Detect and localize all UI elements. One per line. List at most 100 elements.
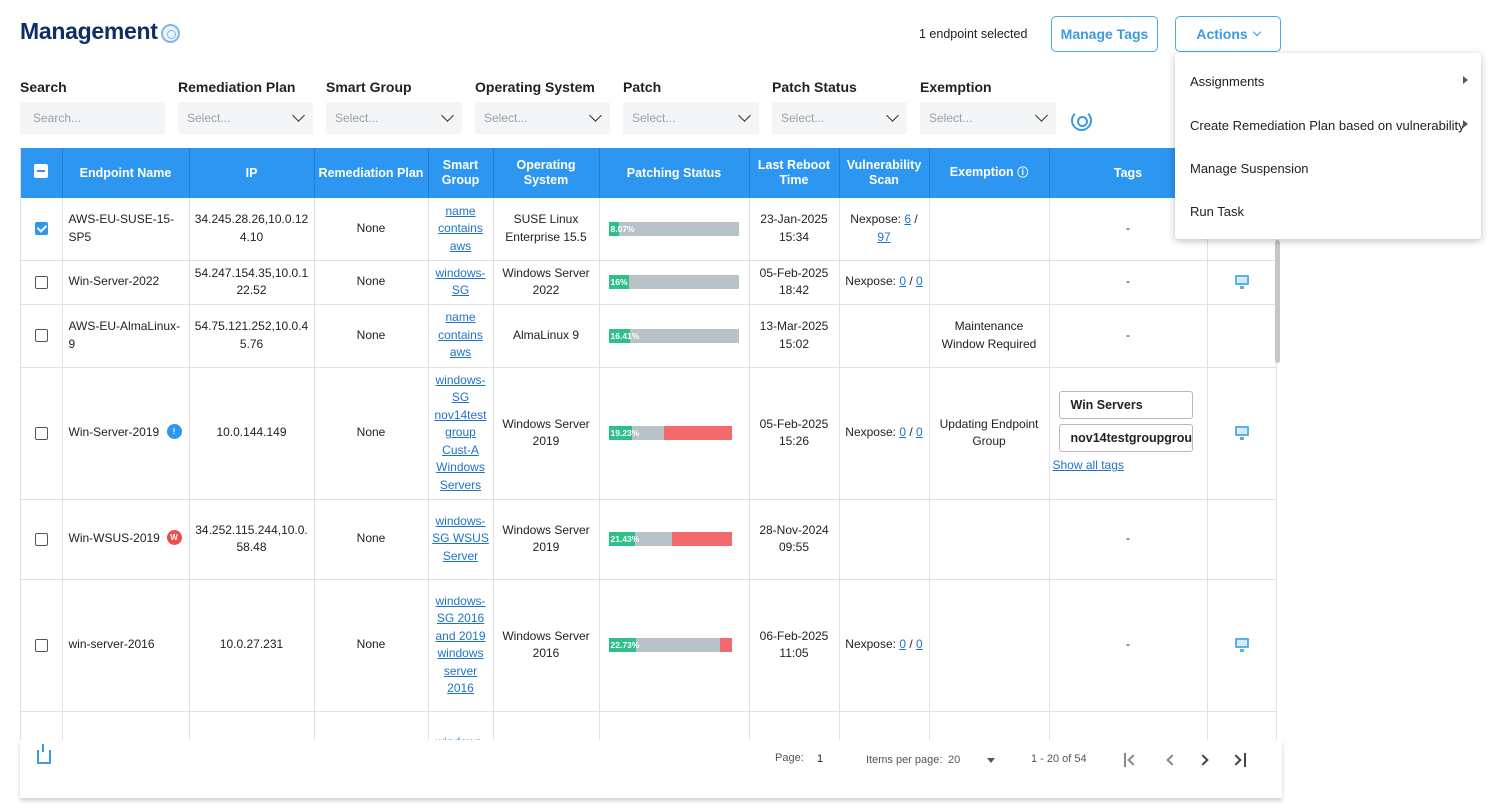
column-header[interactable]: IP (189, 148, 315, 198)
endpoint-name-cell: Wwin-demo- (62, 711, 190, 740)
ip-value: 10.0.144.149 (216, 425, 287, 440)
endpoint-name[interactable]: Win-WSUS-2019 (68, 531, 160, 546)
items-per-page-select[interactable]: 20 (948, 754, 961, 766)
row-select-cell[interactable] (21, 198, 63, 261)
smart-group-link[interactable]: name contains aws (438, 310, 483, 360)
refresh-icon[interactable] (1071, 110, 1092, 131)
endpoint-name[interactable]: AWS-EU-SUSE-15-SP5 (68, 212, 175, 244)
help-icon[interactable] (161, 24, 180, 43)
endpoint-name[interactable]: Win-Server-2022 (68, 274, 160, 289)
caret-down-icon[interactable] (987, 758, 995, 763)
column-header[interactable]: Vulnerability Scan (839, 148, 930, 198)
smart-group-select[interactable]: Select... (326, 102, 462, 134)
menu-item-manage-suspension[interactable]: Manage Suspension (1190, 161, 1309, 176)
scan-total-link[interactable]: 97 (877, 229, 891, 244)
show-all-tags-link[interactable]: Show all tags (1052, 458, 1124, 473)
next-page-icon[interactable] (1197, 752, 1213, 768)
row-action-cell (1207, 367, 1277, 500)
patching-progress-bar: 19.23% (608, 426, 732, 440)
row-select-cell[interactable] (21, 304, 63, 368)
column-header[interactable]: Operating System (493, 148, 600, 198)
exemption-select[interactable]: Select... (920, 102, 1056, 134)
column-header[interactable]: Endpoint Name (62, 148, 190, 198)
row-select-cell[interactable] (21, 499, 63, 580)
patching-status-cell (599, 711, 750, 740)
table-row[interactable]: win-server-2016 10.0.27.231 None windows-SG… (21, 579, 1277, 712)
reboot-cell: 23-Jan-2025 15:34 (749, 198, 840, 261)
table-row[interactable]: Win-Server-2022 54.247.154.35,10.0.122.52… (21, 260, 1277, 305)
row-select-cell[interactable] (21, 711, 63, 740)
plan-cell (314, 711, 429, 740)
actions-button[interactable]: Actions (1175, 16, 1281, 52)
monitor-icon[interactable] (1234, 426, 1249, 441)
os-cell: Windows Server 2019 (493, 499, 600, 580)
scan-total-link[interactable]: 0 (916, 637, 923, 652)
tags-cell: - (1049, 304, 1208, 368)
row-checkbox[interactable] (34, 532, 48, 546)
endpoint-name[interactable]: win-server-2016 (68, 637, 155, 652)
column-header[interactable]: Exemption ⓘ (929, 148, 1050, 198)
row-checkbox[interactable] (34, 222, 48, 236)
vulnerability-scan-cell: Nexpose: 0 / 0 (839, 260, 930, 305)
table-scrollbar[interactable] (1275, 240, 1280, 363)
row-checkbox[interactable] (34, 638, 48, 652)
scan-total-link[interactable]: 0 (916, 425, 923, 440)
smart-group-link[interactable]: windows-SG (435, 735, 485, 741)
smart-group-link[interactable]: name contains aws (438, 203, 483, 253)
exemption-cell (929, 499, 1050, 580)
page-title: Management (20, 18, 158, 44)
tag-chip[interactable]: nov14testgroupgroup (1058, 424, 1193, 453)
table-row[interactable]: ! Win-Server-2019 10.0.144.149 None windows-… (21, 367, 1277, 500)
chevron-right-icon (1463, 120, 1468, 128)
select-all-checkbox[interactable] (34, 164, 49, 178)
scan-found-link[interactable]: 0 (899, 637, 907, 652)
row-checkbox[interactable] (34, 275, 48, 289)
row-checkbox[interactable] (34, 329, 48, 343)
page-input[interactable]: 1 (817, 753, 824, 765)
operating-system-select[interactable]: Select... (475, 102, 610, 134)
column-header[interactable]: Smart Group (428, 148, 494, 198)
scan-label: Nexpose: (845, 425, 896, 440)
patch-status-select[interactable]: Select... (772, 102, 907, 134)
patch-select[interactable]: Select... (623, 102, 759, 134)
endpoint-name[interactable]: AWS-EU-AlmaLinux-9 (68, 319, 181, 351)
table-row[interactable]: AWS-EU-AlmaLinux-9 54.75.121.252,10.0.45.… (21, 304, 1277, 368)
manage-tags-button[interactable]: Manage Tags (1051, 16, 1158, 52)
search-input[interactable] (20, 102, 165, 134)
last-page-icon[interactable] (1230, 752, 1247, 768)
smart-group-link[interactable]: windows-SG 2016 and 2019 windows server … (435, 593, 486, 696)
column-header[interactable]: Last Reboot Time (749, 148, 840, 198)
row-select-cell[interactable] (21, 260, 63, 305)
scan-found-link[interactable]: 6 (904, 212, 912, 227)
table-row[interactable]: Wwin-demo-windows-SG Windows Server (21, 711, 1277, 741)
reboot-value: 23-Jan-2025 15:34 (760, 212, 828, 244)
column-header[interactable]: Patching Status (599, 148, 750, 198)
info-icon[interactable]: ⓘ (1017, 167, 1029, 179)
select-all-header[interactable] (21, 148, 63, 198)
scan-found-link[interactable]: 0 (899, 425, 907, 440)
smart-group-link[interactable]: windows-SG WSUS Server (432, 513, 489, 563)
operating-system-select-value: Select... (484, 111, 528, 125)
tag-chip[interactable]: Win Servers (1058, 391, 1193, 420)
table-row[interactable]: AWS-EU-SUSE-15-SP5 34.245.28.26,10.0.124.… (21, 198, 1277, 261)
menu-item-assignments[interactable]: Assignments (1190, 74, 1265, 89)
monitor-icon[interactable] (1234, 275, 1249, 290)
table-row[interactable]: W Win-WSUS-2019 34.252.115.244,10.0.58.48 N… (21, 499, 1277, 580)
row-select-cell[interactable] (21, 579, 63, 712)
remediation-plan-select[interactable]: Select... (178, 102, 313, 134)
column-header[interactable]: Remediation Plan (314, 148, 429, 198)
endpoint-name[interactable]: Win-Server-2019 (68, 425, 160, 440)
smart-group-link[interactable]: windows-SG nov14testgroup Cust-A Windows… (434, 372, 487, 492)
menu-item-create-remediation-plan[interactable]: Create Remediation Plan based on vulnera… (1190, 118, 1465, 133)
menu-item-run-task[interactable]: Run Task (1190, 204, 1244, 219)
scan-total-link[interactable]: 0 (916, 274, 923, 289)
first-page-icon[interactable] (1124, 752, 1140, 768)
export-icon[interactable] (37, 744, 51, 764)
ip-value: 54.75.121.252,10.0.45.76 (194, 319, 309, 351)
row-select-cell[interactable] (21, 367, 63, 500)
scan-found-link[interactable]: 0 (899, 274, 907, 289)
smart-group-link[interactable]: windows-SG (435, 265, 486, 298)
row-checkbox[interactable] (34, 426, 48, 440)
monitor-icon[interactable] (1234, 638, 1249, 653)
prev-page-icon[interactable] (1163, 752, 1179, 768)
